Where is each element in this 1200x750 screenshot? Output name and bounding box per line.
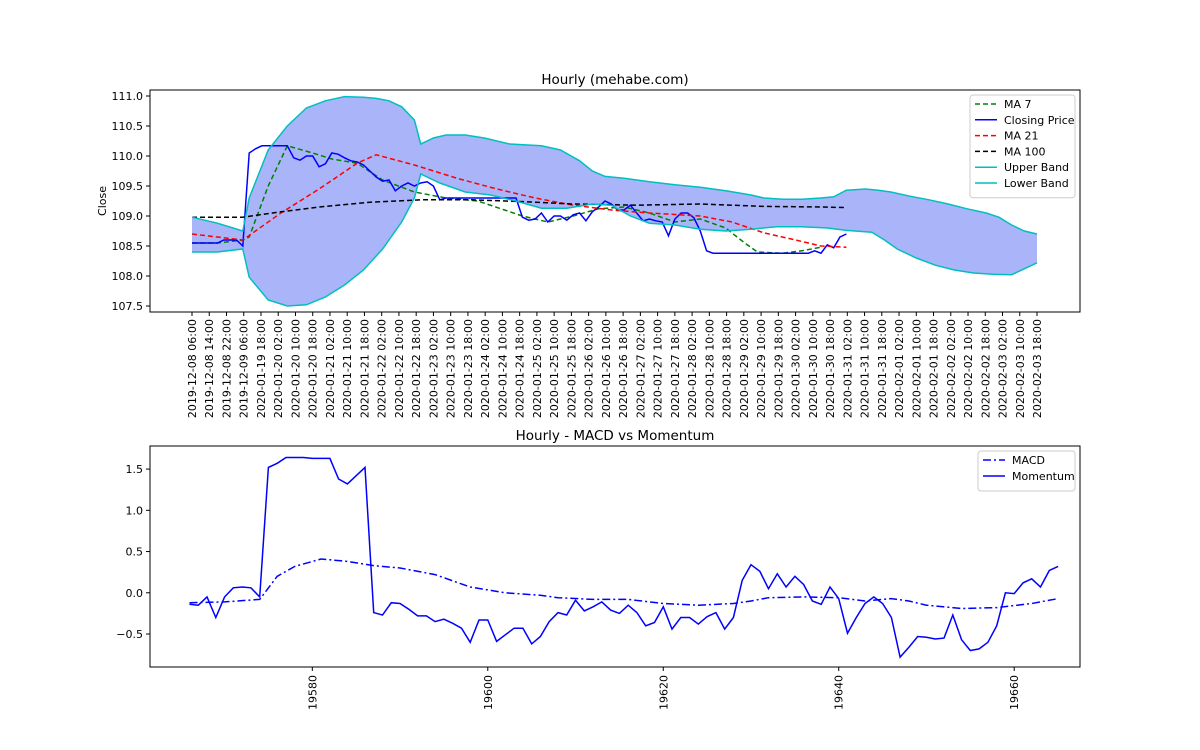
price-chart-ylabel: Close bbox=[96, 186, 109, 216]
x-tick-label: 2020-02-01 18:00 bbox=[928, 319, 941, 418]
x-tick-label: 2020-02-03 02:00 bbox=[997, 319, 1010, 418]
x-tick-label: 2019-12-09 06:00 bbox=[238, 319, 251, 418]
x-tick-label: 2020-02-01 10:00 bbox=[910, 319, 923, 418]
x-tick-label: 2020-01-27 02:00 bbox=[634, 319, 647, 418]
y-tick-label: 110.5 bbox=[112, 120, 144, 133]
y-tick-label: 108.0 bbox=[112, 270, 144, 283]
x-tick-label: 2020-01-21 10:00 bbox=[341, 319, 354, 418]
y-tick-label: 111.0 bbox=[112, 90, 144, 103]
x-tick-label: 2020-01-30 10:00 bbox=[807, 319, 820, 418]
x-tick-label: 19640 bbox=[833, 675, 846, 710]
legend-label-momentum: Momentum bbox=[1012, 470, 1075, 483]
y-tick-label: 0.0 bbox=[126, 587, 144, 600]
x-tick-label: 2020-01-27 10:00 bbox=[652, 319, 665, 418]
x-tick-label: 2020-01-30 18:00 bbox=[824, 319, 837, 418]
series-line-upper-band bbox=[191, 95, 1038, 235]
x-tick-label: 2020-01-22 10:00 bbox=[393, 319, 406, 418]
x-tick-label: 2020-01-26 02:00 bbox=[583, 319, 596, 418]
x-tick-label: 2020-01-29 10:00 bbox=[755, 319, 768, 418]
x-tick-label: 19620 bbox=[657, 675, 670, 710]
y-tick-label: 0.5 bbox=[126, 546, 144, 559]
x-tick-label: 2020-01-22 18:00 bbox=[410, 319, 423, 418]
y-tick-label: 1.5 bbox=[126, 463, 144, 476]
x-tick-label: 2020-01-28 18:00 bbox=[721, 319, 734, 418]
x-tick-label: 19660 bbox=[1008, 675, 1021, 710]
x-tick-label: 2020-01-19 18:00 bbox=[255, 319, 268, 418]
macd-chart-legend: MACD Momentum bbox=[977, 450, 1076, 492]
x-tick-label: 2020-01-23 18:00 bbox=[462, 319, 475, 418]
y-tick-label: 1.0 bbox=[126, 504, 144, 517]
legend-label-macd: MACD bbox=[1012, 454, 1045, 467]
macd-chart-frame bbox=[149, 445, 1081, 668]
bollinger-band-fill bbox=[192, 96, 1037, 306]
price-chart: Hourly (mehabe.com) 107.5 108.0 108.5 109.0… bbox=[96, 72, 1081, 418]
x-tick-label: 2020-01-29 18:00 bbox=[772, 319, 785, 418]
x-tick-label: 2020-01-31 02:00 bbox=[841, 319, 854, 418]
x-tick-label: 2020-02-03 10:00 bbox=[1014, 319, 1027, 418]
y-tick-label: 107.5 bbox=[112, 300, 144, 313]
y-tick-label: 109.0 bbox=[112, 210, 144, 223]
x-tick-label: 2020-01-20 18:00 bbox=[307, 319, 320, 418]
legend-label-ma-7: MA 7 bbox=[1004, 98, 1032, 111]
x-tick-label: 2020-01-23 10:00 bbox=[445, 319, 458, 418]
y-tick-label: 110.0 bbox=[112, 150, 144, 163]
x-tick-label: 19580 bbox=[306, 675, 319, 710]
x-tick-label: 2020-01-24 18:00 bbox=[514, 319, 527, 418]
x-tick-label: 2020-01-25 18:00 bbox=[565, 319, 578, 418]
x-tick-label: 2020-01-31 18:00 bbox=[876, 319, 889, 418]
series-line-momentum bbox=[189, 456, 1059, 659]
price-chart-frame bbox=[149, 89, 1081, 313]
series-line-ma-100 bbox=[192, 199, 847, 218]
macd-momentum-chart: Hourly - MACD vs Momentum −0.5 0.0 0.5 1.0 1… bbox=[116, 428, 1081, 710]
legend-label-ma-21: MA 21 bbox=[1004, 130, 1039, 143]
x-tick-label: 2020-01-20 02:00 bbox=[272, 319, 285, 418]
x-tick-label: 2020-01-23 02:00 bbox=[427, 319, 440, 418]
x-tick-label: 2019-12-08 06:00 bbox=[186, 319, 199, 418]
series-line-macd bbox=[189, 558, 1059, 610]
x-tick-label: 2020-01-27 18:00 bbox=[669, 319, 682, 418]
x-tick-label: 2020-01-25 02:00 bbox=[531, 319, 544, 418]
x-tick-label: 2020-02-03 18:00 bbox=[1031, 319, 1044, 418]
x-tick-label: 19600 bbox=[482, 675, 495, 710]
legend-box bbox=[969, 94, 1076, 199]
x-tick-label: 2020-01-21 02:00 bbox=[324, 319, 337, 418]
x-tick-label: 2020-01-28 02:00 bbox=[686, 319, 699, 418]
x-tick-label: 2019-12-08 22:00 bbox=[220, 319, 233, 418]
x-tick-label: 2020-01-21 18:00 bbox=[358, 319, 371, 418]
x-tick-label: 2020-01-26 18:00 bbox=[617, 319, 630, 418]
price-chart-legend: MA 7 Closing Price MA 21 MA 100 Upper Band Lo… bbox=[969, 94, 1076, 199]
x-tick-label: 2020-02-02 02:00 bbox=[945, 319, 958, 418]
series-line-lower-band bbox=[192, 172, 1038, 307]
y-tick-label: −0.5 bbox=[116, 628, 143, 641]
legend-label-closing-price: Closing Price bbox=[1004, 114, 1075, 127]
x-tick-label: 2020-02-01 02:00 bbox=[893, 319, 906, 418]
x-tick-label: 2020-01-26 10:00 bbox=[600, 319, 613, 418]
x-tick-label: 2020-01-31 10:00 bbox=[859, 319, 872, 418]
x-tick-label: 2020-01-22 02:00 bbox=[376, 319, 389, 418]
x-tick-label: 2020-01-30 02:00 bbox=[790, 319, 803, 418]
y-tick-label: 109.5 bbox=[112, 180, 144, 193]
macd-chart-title: Hourly - MACD vs Momentum bbox=[516, 428, 715, 444]
price-chart-title: Hourly (mehabe.com) bbox=[541, 72, 688, 88]
x-tick-label: 2020-02-02 10:00 bbox=[962, 319, 975, 418]
x-tick-label: 2020-01-24 02:00 bbox=[479, 319, 492, 418]
legend-box bbox=[977, 450, 1076, 492]
legend-label-upper-band: Upper Band bbox=[1004, 161, 1069, 174]
x-tick-label: 2020-01-20 10:00 bbox=[289, 319, 302, 418]
series-line-ma-21 bbox=[191, 154, 847, 248]
x-tick-label: 2020-02-02 18:00 bbox=[979, 319, 992, 418]
x-tick-label: 2020-01-25 10:00 bbox=[548, 319, 561, 418]
series-line-closing-price bbox=[192, 145, 847, 255]
x-tick-label: 2020-01-24 10:00 bbox=[496, 319, 509, 418]
y-tick-label: 108.5 bbox=[112, 240, 144, 253]
legend-label-lower-band: Lower Band bbox=[1004, 177, 1069, 190]
legend-label-ma-100: MA 100 bbox=[1004, 145, 1046, 158]
x-tick-label: 2019-12-08 14:00 bbox=[203, 319, 216, 418]
x-tick-label: 2020-01-28 10:00 bbox=[703, 319, 716, 418]
x-tick-label: 2020-01-29 02:00 bbox=[738, 319, 751, 418]
